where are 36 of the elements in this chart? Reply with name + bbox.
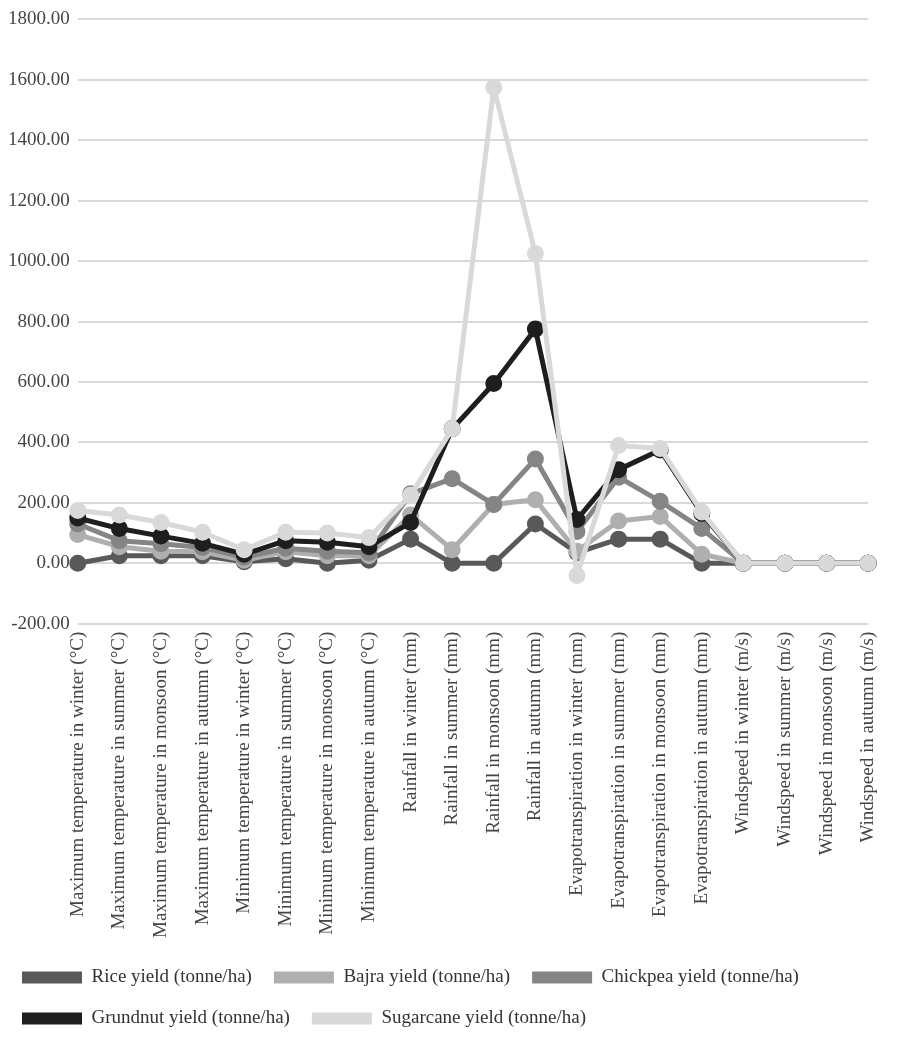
legend-label: Bajra yield (tonne/ha) bbox=[343, 965, 511, 988]
x-tick-label: Evapotranspiration in summer (mm) bbox=[606, 631, 629, 909]
y-tick-label: 1600.00 bbox=[8, 67, 70, 89]
x-tick-label: Minimum temperature in winter (°C) bbox=[232, 631, 255, 914]
x-tick-label: Rainfall in summer (mm) bbox=[440, 631, 463, 826]
x-tick-label: Maximum temperature in autumn (°C) bbox=[190, 631, 213, 926]
x-tick-label: Rainfall in autumn (mm) bbox=[523, 631, 546, 822]
x-tick-label: Windspeed in summer (m/s) bbox=[772, 631, 795, 847]
y-tick-label: 200.00 bbox=[17, 490, 70, 512]
y-tick-label: 1800.00 bbox=[8, 7, 70, 29]
y-tick-label: 400.00 bbox=[17, 430, 70, 452]
legend-label: Grundnut yield (tonne/ha) bbox=[91, 1006, 290, 1029]
x-tick-label: Windspeed in winter (m/s) bbox=[731, 631, 754, 835]
legend-label: Chickpea yield (tonne/ha) bbox=[601, 965, 799, 988]
x-tick-label: Windspeed in autumn (m/s) bbox=[856, 631, 879, 843]
legend-label: Rice yield (tonne/ha) bbox=[91, 965, 252, 988]
y-tick-label: 0.00 bbox=[36, 551, 70, 573]
x-tick-label: Maximum temperature in monsoon (°C) bbox=[148, 631, 171, 938]
x-tick-label: Rainfall in monsoon (mm) bbox=[481, 631, 504, 834]
x-tick-label: Windspeed in monsoon (m/s) bbox=[814, 631, 837, 856]
x-tick-label: Maximum temperature in summer (°C) bbox=[107, 631, 130, 930]
y-tick-label: 1400.00 bbox=[8, 128, 70, 150]
x-tick-label: Evapotranspiration in monsoon (mm) bbox=[648, 631, 671, 918]
y-tick-label: 1000.00 bbox=[8, 249, 70, 271]
x-tick-label: Minimum temperature in summer (°C) bbox=[273, 631, 296, 927]
x-tick-label: Minimum temperature in autumn (°C) bbox=[356, 631, 379, 923]
x-tick-label: Rainfall in winter (mm) bbox=[398, 631, 421, 813]
y-tick-label: 600.00 bbox=[17, 369, 70, 391]
y-tick-label: 800.00 bbox=[17, 309, 70, 331]
x-tick-label: Evapotranspiration in winter (mm) bbox=[564, 631, 587, 897]
x-tick-label: Evapotranspiration in autumn (mm) bbox=[689, 631, 712, 905]
y-tick-label: 1200.00 bbox=[8, 188, 70, 210]
x-tick-label: Minimum temperature in monsoon (°C) bbox=[315, 631, 338, 935]
y-tick-label: -200.00 bbox=[11, 611, 70, 633]
legend-label: Sugarcane yield (tonne/ha) bbox=[381, 1006, 587, 1029]
x-tick-label: Maximum temperature in winter (°C) bbox=[65, 631, 88, 917]
